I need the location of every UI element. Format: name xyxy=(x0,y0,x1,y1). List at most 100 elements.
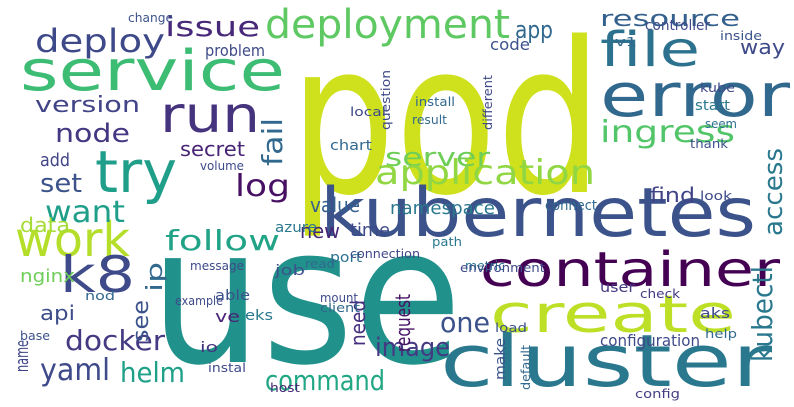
word: ve xyxy=(215,307,240,326)
word: port xyxy=(330,250,363,266)
word: fail xyxy=(256,118,289,166)
word: make xyxy=(493,338,509,380)
word: start xyxy=(695,98,731,114)
word: configuration xyxy=(600,331,700,350)
word: service xyxy=(20,39,285,104)
word: way xyxy=(740,35,785,59)
word: use xyxy=(150,186,462,407)
word: ingress xyxy=(600,115,735,150)
word: namespace xyxy=(390,198,495,219)
word: connection xyxy=(350,247,420,261)
word: nod xyxy=(85,289,115,303)
word: read xyxy=(305,257,335,271)
word: result xyxy=(412,113,447,127)
word: config xyxy=(635,387,680,401)
word: time xyxy=(350,220,390,241)
word: work xyxy=(15,212,130,268)
word: docker xyxy=(65,324,166,357)
word: v1 xyxy=(615,35,637,49)
word: install xyxy=(415,95,455,109)
word: check xyxy=(640,287,680,301)
word: app xyxy=(515,16,553,44)
word: secret xyxy=(180,137,245,161)
word: new xyxy=(300,219,340,243)
word: issue xyxy=(165,10,260,43)
word: instal xyxy=(208,361,246,375)
word: metric xyxy=(465,259,505,273)
word: io xyxy=(200,340,218,356)
word: able xyxy=(215,288,250,304)
word: load xyxy=(495,321,527,335)
word: thank xyxy=(690,137,728,151)
word: seem xyxy=(705,117,737,131)
word: chart xyxy=(330,138,373,154)
word: find xyxy=(650,183,695,207)
word: cluster xyxy=(440,319,773,403)
word: azure xyxy=(275,220,317,236)
word: connect xyxy=(545,198,597,214)
word: command xyxy=(265,364,385,397)
word: version xyxy=(35,93,140,118)
word: pod xyxy=(290,0,602,242)
word: node xyxy=(55,119,130,149)
word: file xyxy=(600,22,700,78)
word: different xyxy=(481,75,495,130)
word: error xyxy=(600,61,790,131)
word: local xyxy=(350,105,386,119)
word: job xyxy=(274,263,306,279)
word: inside xyxy=(720,29,762,43)
word: nginx xyxy=(20,266,75,287)
word: want xyxy=(45,195,125,230)
word: yaml xyxy=(40,353,110,388)
word: code xyxy=(490,35,530,54)
word: api xyxy=(40,301,75,325)
word: default xyxy=(519,345,533,390)
word: add xyxy=(40,150,70,171)
word: access xyxy=(759,148,789,236)
word: example xyxy=(175,294,223,308)
word: aks xyxy=(700,306,730,322)
word: path xyxy=(432,235,462,249)
word: base xyxy=(20,329,50,343)
word: k8 xyxy=(60,246,135,304)
word: log xyxy=(235,169,290,204)
word: ip xyxy=(143,262,168,292)
word: controller xyxy=(645,18,710,34)
word: look xyxy=(700,189,732,203)
word: set xyxy=(40,169,82,199)
word: resource xyxy=(600,7,740,32)
word: environment xyxy=(460,261,545,275)
word: client xyxy=(320,301,360,315)
word: deployment xyxy=(265,2,510,48)
word: see xyxy=(129,300,154,342)
word: data xyxy=(20,213,70,237)
word: change xyxy=(128,11,173,25)
word: application xyxy=(375,153,595,193)
word: name xyxy=(12,340,33,372)
word: deploy xyxy=(35,22,165,60)
word: mount xyxy=(320,291,358,305)
word: kubectl xyxy=(746,266,779,362)
word: server xyxy=(385,143,490,173)
word: question xyxy=(379,70,393,130)
word: volume xyxy=(200,159,244,173)
word: one xyxy=(440,306,490,339)
word: value xyxy=(310,193,360,217)
word: try xyxy=(95,138,177,206)
word: follow xyxy=(165,224,280,257)
word: need xyxy=(346,300,370,346)
word: user xyxy=(600,280,635,296)
word: run xyxy=(160,86,260,144)
word: create xyxy=(490,285,736,345)
word: container xyxy=(480,242,780,298)
word: help xyxy=(705,327,737,341)
word: host xyxy=(270,381,300,395)
word: eks xyxy=(245,308,273,324)
word: kube xyxy=(700,81,735,95)
word: image xyxy=(375,333,450,363)
word: kubernetes xyxy=(320,174,756,253)
word: helm xyxy=(120,356,185,389)
word: message xyxy=(190,259,244,273)
